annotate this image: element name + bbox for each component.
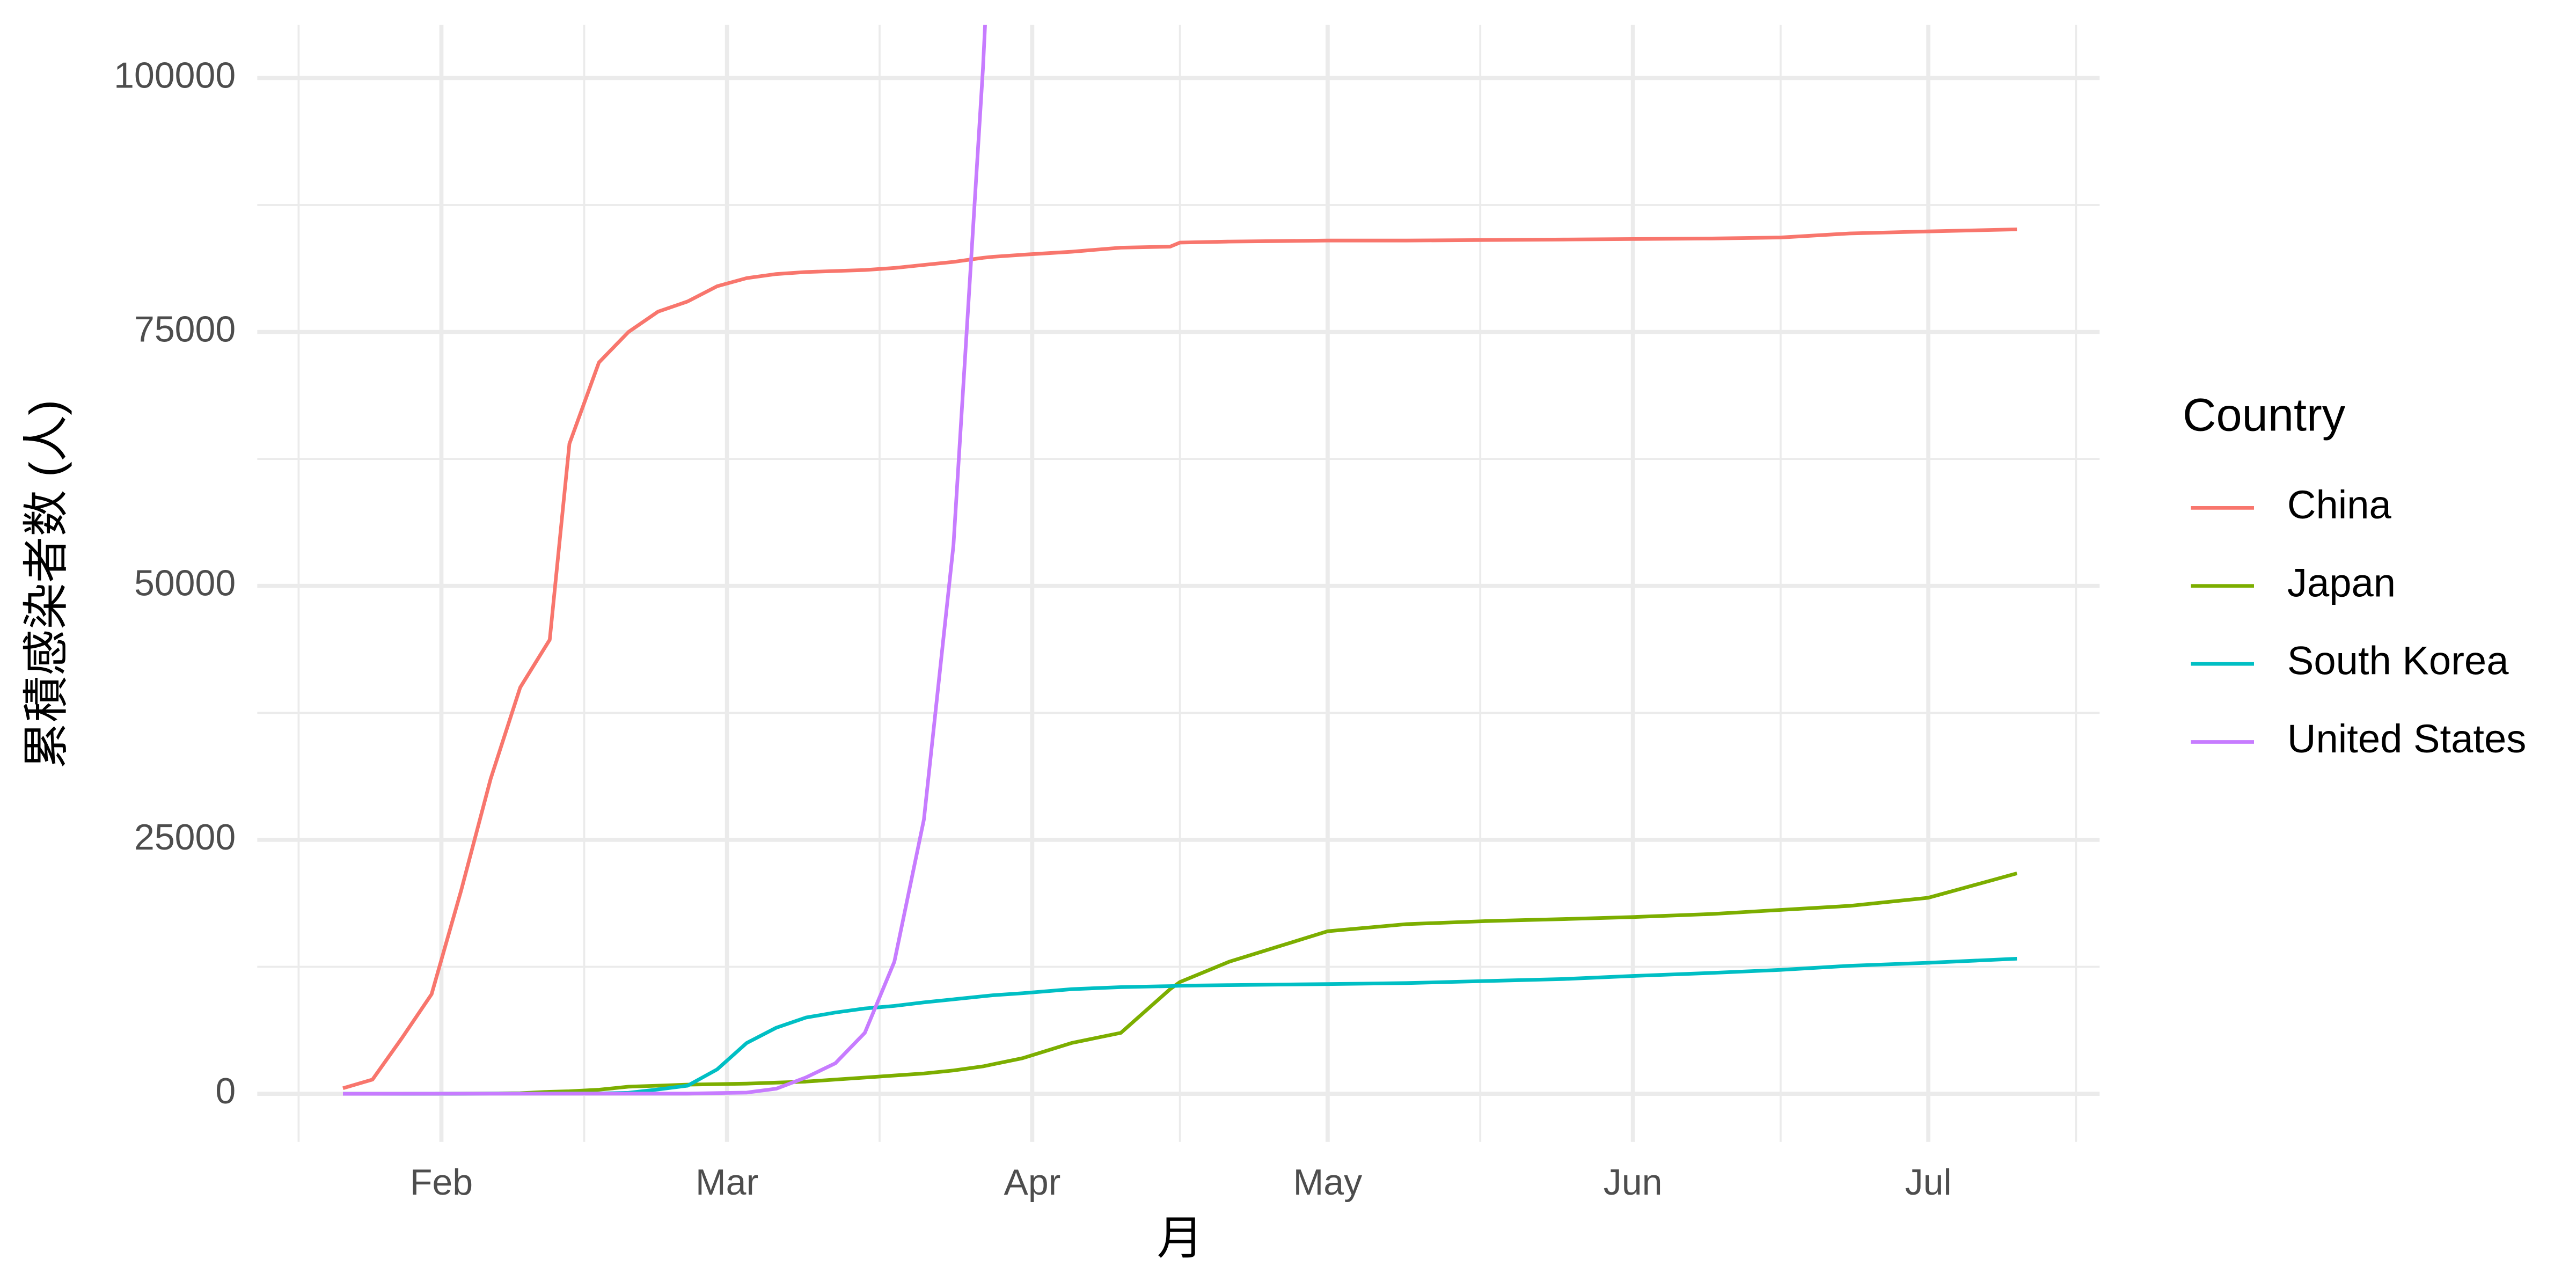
x-tick-label: Jun — [1604, 1162, 1663, 1203]
grid — [257, 25, 2100, 1142]
legend-title: Country — [2183, 389, 2346, 441]
legend-label: United States — [2287, 716, 2527, 761]
x-tick-label: Mar — [696, 1162, 758, 1203]
series-line — [342, 25, 987, 1096]
x-axis-label: 月 — [1157, 1212, 1204, 1264]
x-tick-label: May — [1293, 1162, 1363, 1203]
legend-label: South Korea — [2287, 639, 2509, 683]
legend-label: Japan — [2287, 560, 2396, 605]
x-tick-label: Feb — [410, 1162, 473, 1203]
y-tick-label: 25000 — [134, 817, 236, 858]
y-tick-label: 50000 — [134, 563, 236, 604]
y-tick-label: 0 — [215, 1071, 236, 1111]
y-tick-label: 75000 — [134, 309, 236, 350]
x-tick-label: Jul — [1905, 1162, 1952, 1203]
series-line — [342, 227, 2017, 1090]
legend-label: China — [2287, 482, 2392, 527]
plot-lines — [342, 25, 2018, 1096]
y-axis-label: 累積感染者数 (人) — [21, 400, 72, 769]
y-tick-label: 100000 — [114, 55, 236, 96]
x-tick-label: Apr — [1004, 1162, 1060, 1203]
